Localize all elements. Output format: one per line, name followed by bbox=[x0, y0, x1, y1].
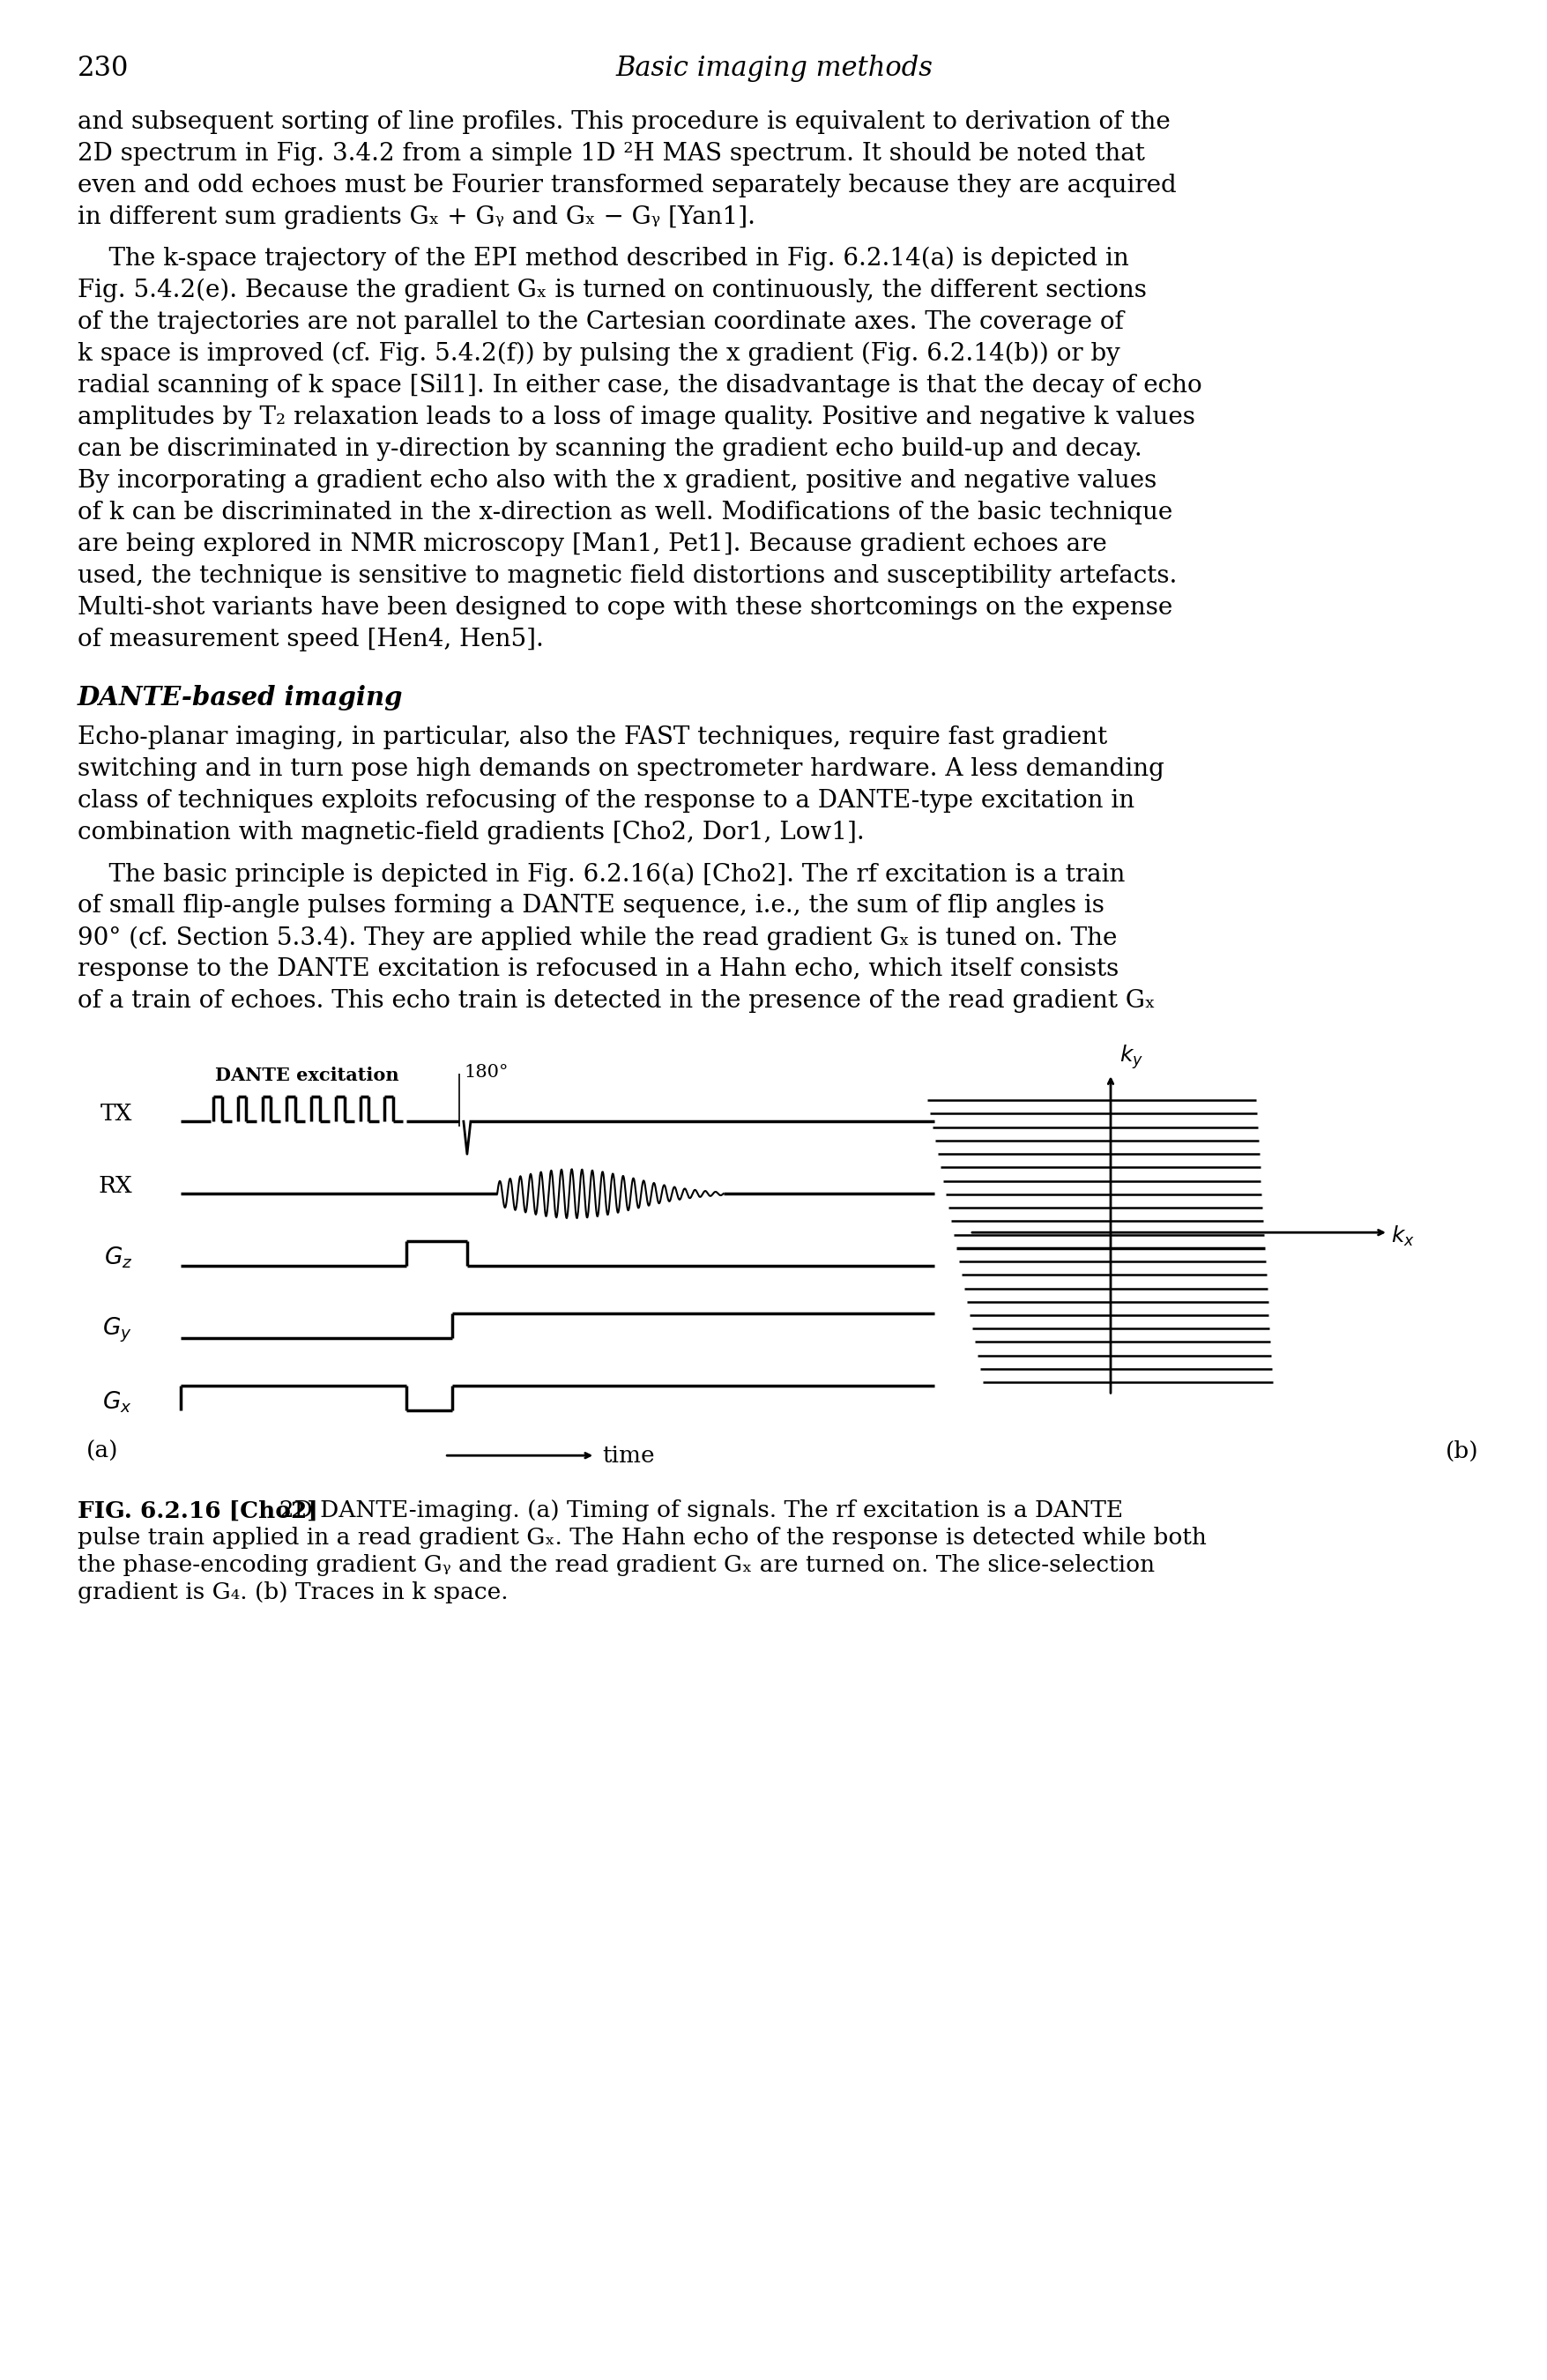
Text: TX: TX bbox=[101, 1102, 131, 1123]
Text: are being explored in NMR microscopy [Man1, Pet1]. Because gradient echoes are: are being explored in NMR microscopy [Ma… bbox=[77, 533, 1106, 557]
Text: By incorporating a gradient echo also with the x gradient, positive and negative: By incorporating a gradient echo also wi… bbox=[77, 469, 1156, 493]
Text: $k_x$: $k_x$ bbox=[1391, 1223, 1414, 1247]
Text: k space is improved (cf. Fig. 5.4.2(f)) by pulsing the x gradient (Fig. 6.2.14(b: k space is improved (cf. Fig. 5.4.2(f)) … bbox=[77, 343, 1120, 367]
Text: even and odd echoes must be Fourier transformed separately because they are acqu: even and odd echoes must be Fourier tran… bbox=[77, 174, 1176, 198]
Text: response to the DANTE excitation is refocused in a Hahn echo, which itself consi: response to the DANTE excitation is refo… bbox=[77, 957, 1118, 981]
Text: in different sum gradients Gₓ + Gᵧ and Gₓ − Gᵧ [Yan1].: in different sum gradients Gₓ + Gᵧ and G… bbox=[77, 205, 755, 228]
Text: radial scanning of k space [Sil1]. In either case, the disadvantage is that the : radial scanning of k space [Sil1]. In ei… bbox=[77, 374, 1202, 397]
Text: FIG. 6.2.16 [Cho2]: FIG. 6.2.16 [Cho2] bbox=[77, 1499, 317, 1521]
Text: the phase-encoding gradient Gᵧ and the read gradient Gₓ are turned on. The slice: the phase-encoding gradient Gᵧ and the r… bbox=[77, 1554, 1154, 1576]
Text: Basic imaging methods: Basic imaging methods bbox=[616, 55, 931, 81]
Text: The k-space trajectory of the EPI method described in Fig. 6.2.14(a) is depicted: The k-space trajectory of the EPI method… bbox=[77, 248, 1128, 271]
Text: 2D spectrum in Fig. 3.4.2 from a simple 1D ²H MAS spectrum. It should be noted t: 2D spectrum in Fig. 3.4.2 from a simple … bbox=[77, 143, 1145, 167]
Text: of the trajectories are not parallel to the Cartesian coordinate axes. The cover: of the trajectories are not parallel to … bbox=[77, 309, 1123, 333]
Text: can be discriminated in y-direction by scanning the gradient echo build-up and d: can be discriminated in y-direction by s… bbox=[77, 438, 1142, 462]
Text: gradient is G₄. (b) Traces in k space.: gradient is G₄. (b) Traces in k space. bbox=[77, 1583, 507, 1604]
Text: (a): (a) bbox=[87, 1440, 119, 1461]
Text: of a train of echoes. This echo train is detected in the presence of the read gr: of a train of echoes. This echo train is… bbox=[77, 990, 1154, 1014]
Text: DANTE-based imaging: DANTE-based imaging bbox=[77, 685, 404, 709]
Text: class of techniques exploits refocusing of the response to a DANTE-type excitati: class of techniques exploits refocusing … bbox=[77, 790, 1134, 814]
Text: Fig. 5.4.2(e). Because the gradient Gₓ is turned on continuously, the different : Fig. 5.4.2(e). Because the gradient Gₓ i… bbox=[77, 278, 1146, 302]
Text: $k_y$: $k_y$ bbox=[1118, 1042, 1143, 1071]
Text: The basic principle is depicted in Fig. 6.2.16(a) [Cho2]. The rf excitation is a: The basic principle is depicted in Fig. … bbox=[77, 862, 1125, 885]
Text: Echo-planar imaging, in particular, also the FAST techniques, require fast gradi: Echo-planar imaging, in particular, also… bbox=[77, 726, 1106, 750]
Text: 180°: 180° bbox=[464, 1064, 509, 1081]
Text: switching and in turn pose high demands on spectrometer hardware. A less demandi: switching and in turn pose high demands … bbox=[77, 757, 1163, 781]
Text: 90° (cf. Section 5.3.4). They are applied while the read gradient Gₓ is tuned on: 90° (cf. Section 5.3.4). They are applie… bbox=[77, 926, 1117, 950]
Text: of k can be discriminated in the x-direction as well. Modifications of the basic: of k can be discriminated in the x-direc… bbox=[77, 500, 1173, 524]
Text: Multi-shot variants have been designed to cope with these shortcomings on the ex: Multi-shot variants have been designed t… bbox=[77, 595, 1173, 619]
Text: $G_x$: $G_x$ bbox=[102, 1390, 131, 1416]
Text: 230: 230 bbox=[77, 55, 128, 81]
Text: DANTE excitation: DANTE excitation bbox=[215, 1066, 399, 1085]
Text: and subsequent sorting of line profiles. This procedure is equivalent to derivat: and subsequent sorting of line profiles.… bbox=[77, 109, 1170, 133]
Text: RX: RX bbox=[97, 1176, 131, 1197]
Text: $G_z$: $G_z$ bbox=[104, 1245, 131, 1271]
Text: of measurement speed [Hen4, Hen5].: of measurement speed [Hen4, Hen5]. bbox=[77, 628, 543, 652]
Text: of small flip-angle pulses forming a DANTE sequence, i.e., the sum of flip angle: of small flip-angle pulses forming a DAN… bbox=[77, 895, 1103, 919]
Text: amplitudes by T₂ relaxation leads to a loss of image quality. Positive and negat: amplitudes by T₂ relaxation leads to a l… bbox=[77, 405, 1194, 428]
Text: combination with magnetic-field gradients [Cho2, Dor1, Low1].: combination with magnetic-field gradient… bbox=[77, 821, 865, 845]
Text: (b): (b) bbox=[1445, 1440, 1477, 1461]
Text: 2D DANTE-imaging. (a) Timing of signals. The rf excitation is a DANTE: 2D DANTE-imaging. (a) Timing of signals.… bbox=[265, 1499, 1123, 1521]
Text: used, the technique is sensitive to magnetic field distortions and susceptibilit: used, the technique is sensitive to magn… bbox=[77, 564, 1176, 588]
Text: pulse train applied in a read gradient Gₓ. The Hahn echo of the response is dete: pulse train applied in a read gradient G… bbox=[77, 1528, 1207, 1549]
Text: time: time bbox=[602, 1445, 654, 1466]
Text: $G_y$: $G_y$ bbox=[102, 1316, 131, 1345]
